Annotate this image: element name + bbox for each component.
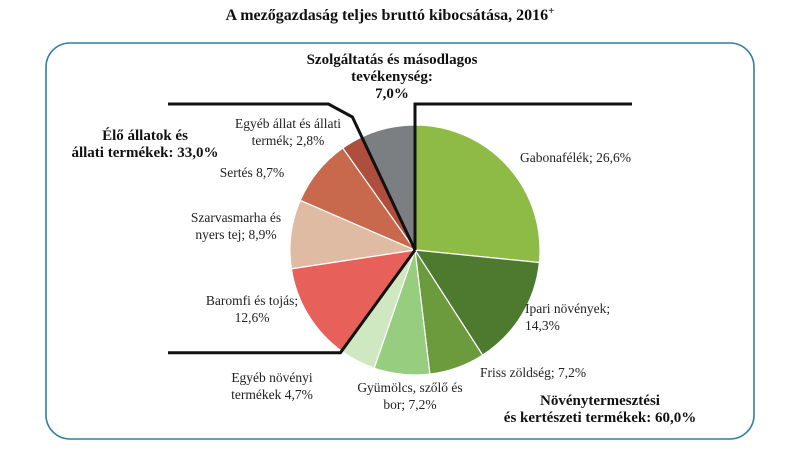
- slice-labels: Gabonafélék; 26,6% Ipari növények; 14,3% Fr…: [191, 116, 631, 412]
- slice-label-szarvasmarha-es-nyers-tej: Szarvasmarha és nyers tej; 8,9%: [191, 210, 281, 242]
- group-label-services: Szolgáltatás és másodlagos tevékenység: 7,…: [307, 52, 478, 102]
- slice-label-sertes: Sertés 8,7%: [220, 165, 285, 180]
- chart-frame: [45, 42, 755, 440]
- group-label-crops: Növénytermesztési és kertészeti termékek:…: [504, 393, 696, 426]
- divider-line-crops-livestock: [168, 249, 417, 355]
- slice-label-ipari-novenyek: Ipari növények; 14,3%: [525, 301, 610, 333]
- pie-slice-baromfi-es-tojas: [290, 249, 417, 352]
- group-labels: Szolgáltatás és másodlagos tevékenység: 7,…: [71, 52, 696, 426]
- slice-label-friss-zoldseg: Friss zöldség; 7,2%: [480, 365, 586, 380]
- pie-slice-ipari-novenyek: [413, 249, 541, 356]
- slice-label-egyeb-allat-es-allati-termek: Egyéb állat és állati termék; 2,8%: [235, 116, 341, 148]
- group-label-livestock: Élő állatok és állati termékek: 33,0%: [71, 127, 218, 161]
- slice-label-gabonafelek: Gabonafélék; 26,6%: [520, 150, 631, 165]
- divider-line-crops-services: [413, 102, 632, 250]
- group-divider-lines: [168, 102, 632, 355]
- slice-label-gyumolcs-szolo-es-bor: Gyümölcs, szőlő és bor; 7,2%: [357, 380, 462, 412]
- pie-slice-gabonafelek: [414, 124, 541, 264]
- slice-label-egyeb-novenyi-termekek: Egyéb növényi termékek 4,7%: [231, 370, 313, 402]
- slice-label-baromfi-es-tojas: Baromfi és tojás; 12,6%: [206, 293, 298, 325]
- divider-line-livestock-services: [168, 102, 417, 251]
- chart-title: A mezőgazdaság teljes bruttó kibocsátása…: [226, 5, 555, 24]
